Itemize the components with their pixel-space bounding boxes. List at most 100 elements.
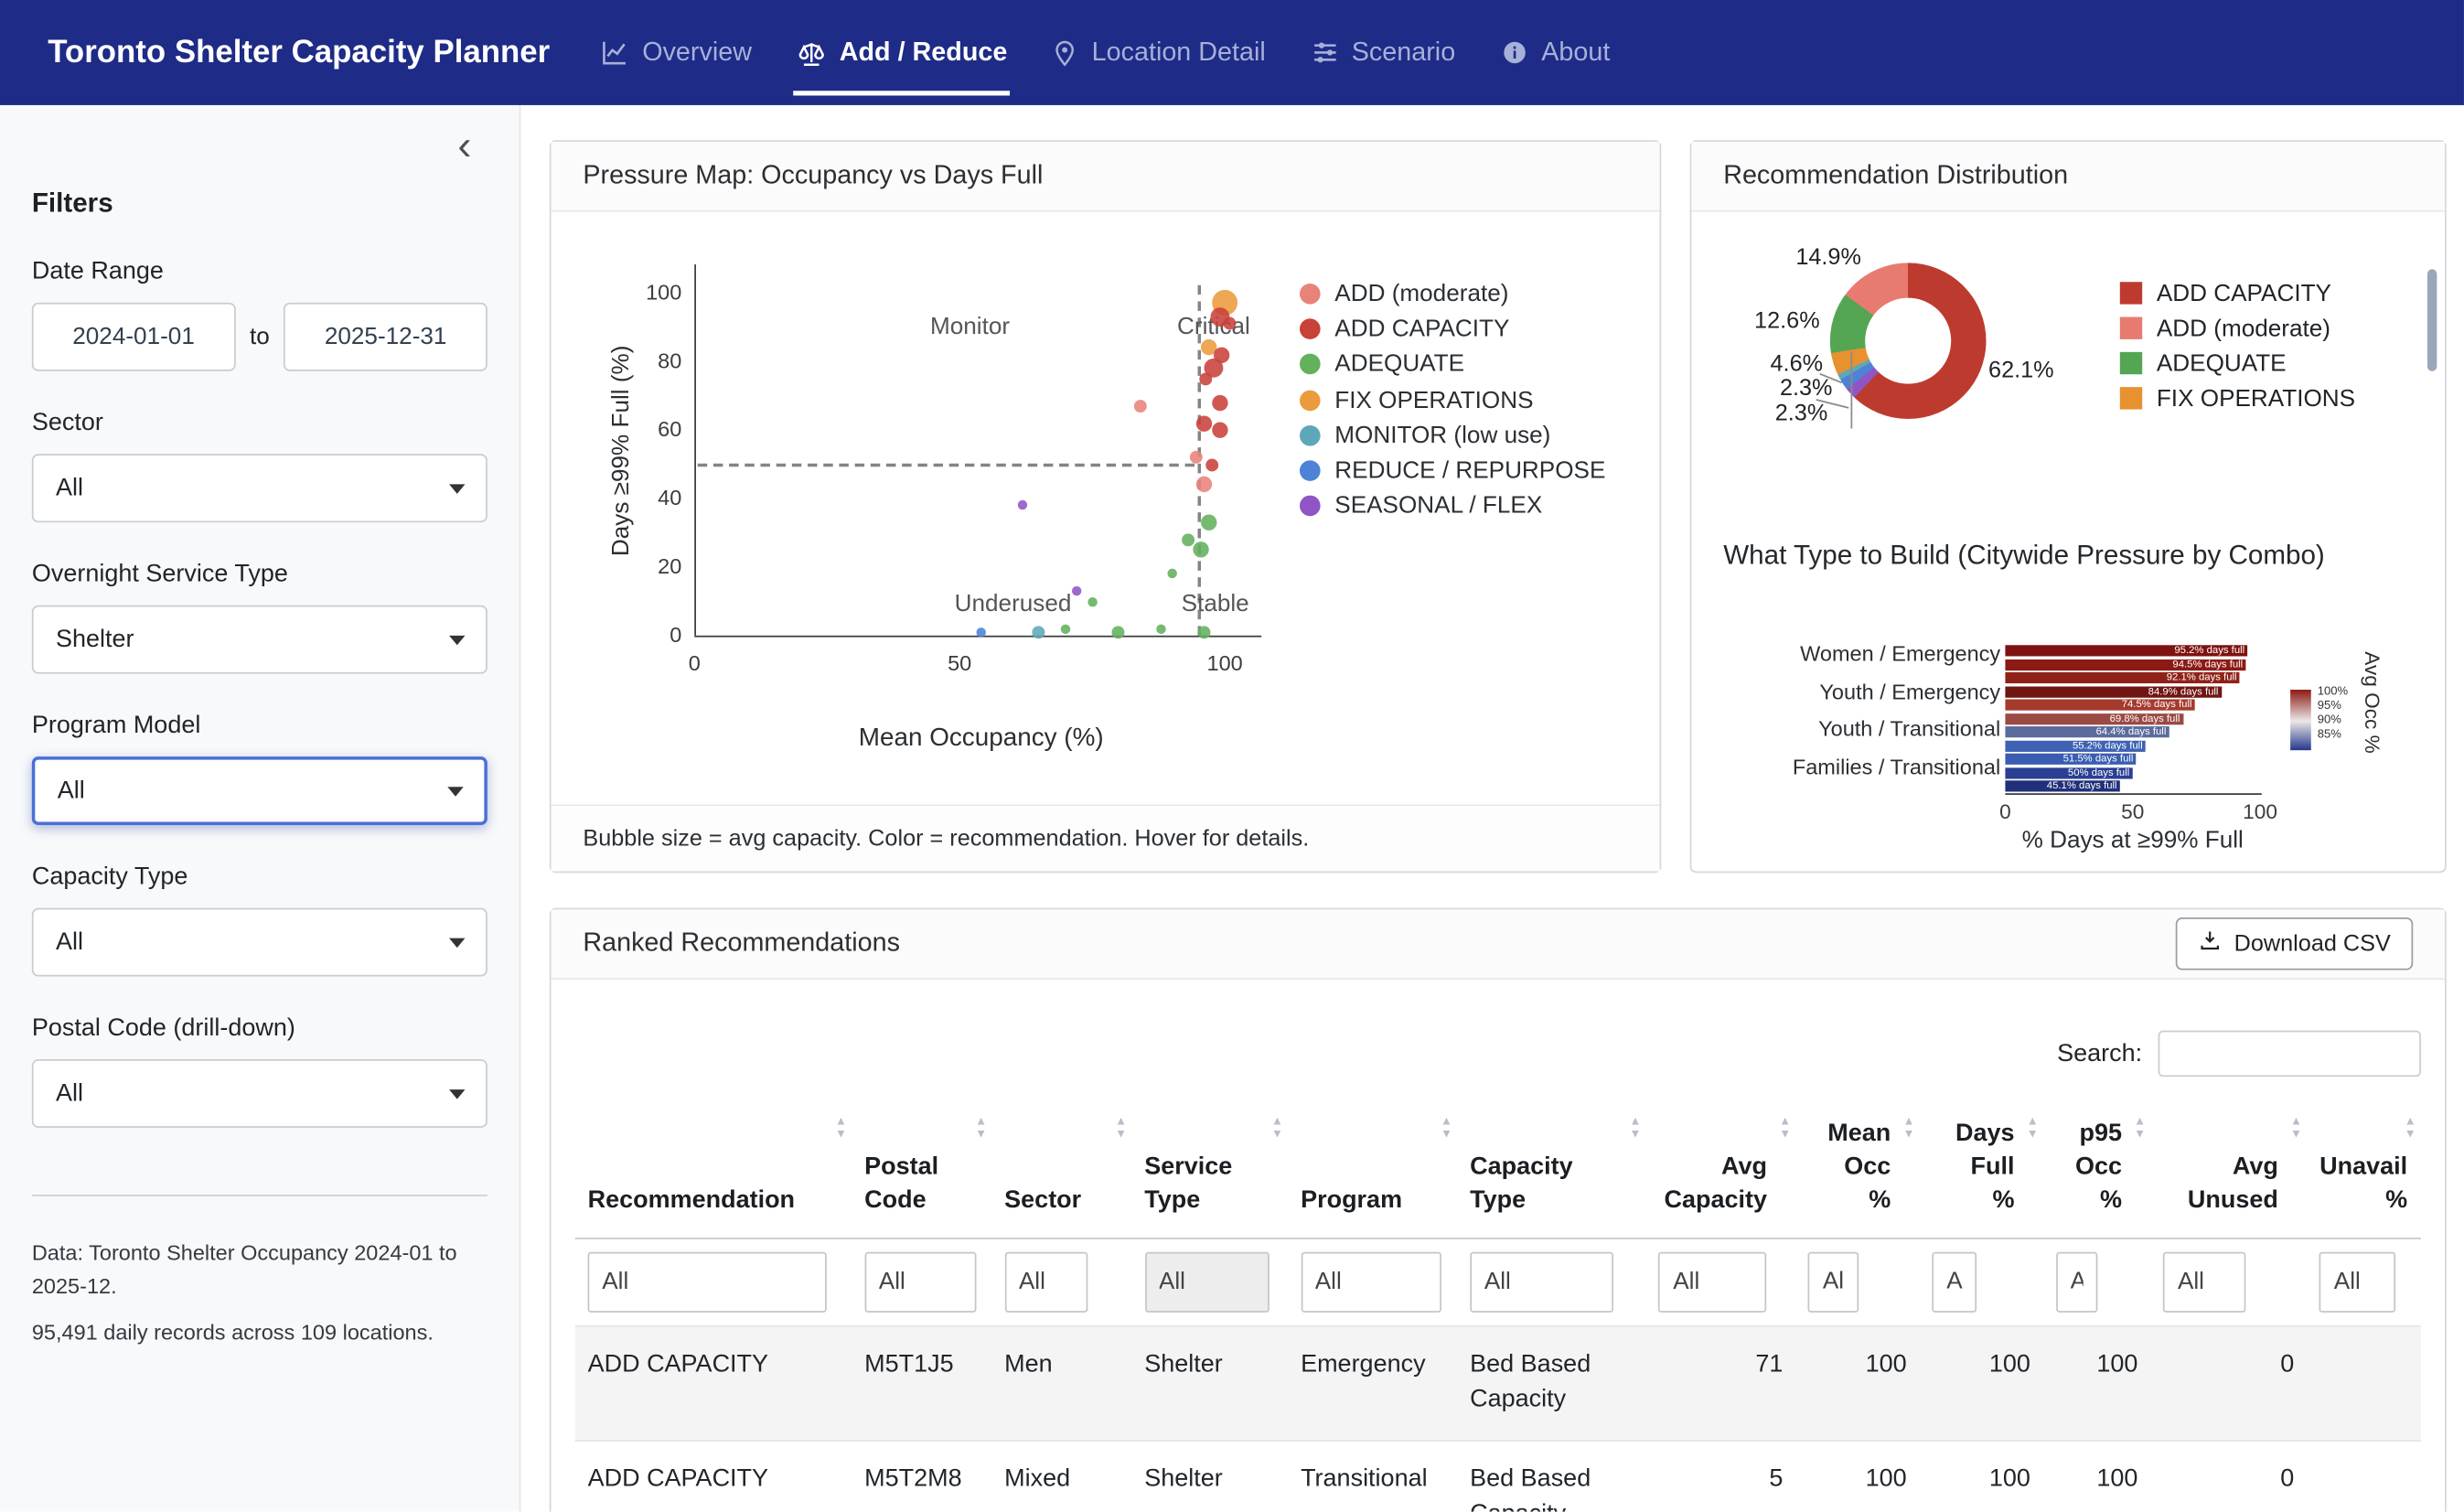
- date-start-input[interactable]: 2024-01-01: [31, 302, 236, 371]
- pressure-bar[interactable]: 95.2% days full: [2005, 645, 2248, 657]
- scatter-point[interactable]: [1156, 624, 1166, 634]
- legend-item-adequate[interactable]: ADEQUATE: [2119, 346, 2355, 381]
- legend-item-adequate[interactable]: ADEQUATE: [1299, 347, 1605, 382]
- scatter-point[interactable]: [1018, 500, 1028, 510]
- pressure-bar[interactable]: 55.2% days full: [2005, 739, 2147, 752]
- pressure-bar[interactable]: 69.8% days full: [2005, 713, 2183, 724]
- collapse-sidebar-button[interactable]: ‹: [457, 124, 471, 166]
- scatter-point[interactable]: [1199, 372, 1213, 385]
- sort-icons[interactable]: ▲ ▼: [1779, 1115, 1791, 1140]
- pressure-bar[interactable]: 64.4% days full: [2005, 726, 2169, 738]
- search-input[interactable]: [2158, 1030, 2421, 1078]
- pressure-bar[interactable]: 92.1% days full: [2005, 671, 2241, 684]
- filter-input-postal-code[interactable]: [864, 1251, 977, 1313]
- legend-item-fix-operations[interactable]: FIX OPERATIONS: [1299, 382, 1605, 418]
- column-header-avg-unused[interactable]: Avg Unused ▲ ▼: [2150, 1099, 2308, 1239]
- scatter-point[interactable]: [1201, 514, 1217, 531]
- column-header-capacity-type[interactable]: Capacity Type ▲ ▼: [1457, 1099, 1646, 1239]
- sort-icons[interactable]: ▲ ▼: [2405, 1115, 2416, 1140]
- scatter-point[interactable]: [1195, 414, 1212, 432]
- pressure-bar-chart[interactable]: 95.2% days full 94.5% days full 92.1% days…: [2005, 645, 2276, 798]
- sort-icons[interactable]: ▲ ▼: [1441, 1115, 1452, 1140]
- pressure-bar[interactable]: 45.1% days full: [2005, 780, 2121, 792]
- scatter-point[interactable]: [1071, 585, 1081, 596]
- scatter-point[interactable]: [1189, 451, 1203, 465]
- filter-input-service-type[interactable]: [1144, 1251, 1269, 1313]
- scatter-point[interactable]: [1214, 347, 1230, 363]
- date-end-input[interactable]: 2025-12-31: [284, 302, 487, 371]
- table-row[interactable]: ADD CAPACITY M5T2M8 Mixed Shelter Transition…: [574, 1440, 2421, 1512]
- sort-icons[interactable]: ▲ ▼: [1629, 1115, 1641, 1140]
- pressure-bar[interactable]: 50% days full: [2005, 767, 2133, 778]
- nav-item-add-reduce[interactable]: Add / Reduce: [774, 0, 1029, 105]
- column-header-unavail[interactable]: Unavail % ▲ ▼: [2307, 1099, 2421, 1239]
- donut-chart[interactable]: [1829, 263, 1987, 419]
- scatter-point[interactable]: [1196, 626, 1210, 639]
- scatter-point[interactable]: [1033, 626, 1046, 639]
- table-row[interactable]: ADD CAPACITY M5T1J5 Men Shelter Emergency Bed…: [574, 1325, 2421, 1442]
- pressure-bar[interactable]: 94.5% days full: [2005, 659, 2246, 670]
- scatter-point[interactable]: [1201, 339, 1217, 357]
- column-header-days-full[interactable]: Days Full % ▲ ▼: [1919, 1099, 2043, 1239]
- column-header-postal-code[interactable]: Postal Code ▲ ▼: [852, 1099, 992, 1239]
- scatter-point[interactable]: [1223, 317, 1237, 331]
- legend-item-add-capacity[interactable]: ADD CAPACITY: [2119, 275, 2355, 310]
- scatter-point[interactable]: [976, 627, 986, 638]
- sector-select[interactable]: All: [31, 454, 487, 523]
- legend-item-seasonal-flex[interactable]: SEASONAL / FLEX: [1299, 488, 1605, 524]
- pressure-bar[interactable]: 84.9% days full: [2005, 685, 2222, 697]
- legend-item-add-capacity[interactable]: ADD CAPACITY: [1299, 311, 1605, 347]
- capacity-type-select[interactable]: All: [31, 907, 487, 977]
- column-header-mean-occ[interactable]: Mean Occ % ▲ ▼: [1795, 1099, 1920, 1239]
- scatter-point[interactable]: [1133, 399, 1147, 413]
- filter-input-sector[interactable]: [1004, 1251, 1087, 1313]
- scatter-point[interactable]: [1112, 626, 1126, 639]
- sort-icons[interactable]: ▲ ▼: [1115, 1115, 1127, 1140]
- filter-input-avg-capacity[interactable]: [1658, 1251, 1768, 1313]
- legend-item-add-moderate[interactable]: ADD (moderate): [2119, 311, 2355, 346]
- filter-input-days-full[interactable]: [1932, 1251, 1977, 1313]
- nav-item-location-detail[interactable]: Location Detail: [1030, 0, 1288, 105]
- nav-item-about[interactable]: About: [1478, 0, 1633, 105]
- sort-icons[interactable]: ▲ ▼: [2290, 1115, 2302, 1140]
- scatter-point[interactable]: [1060, 624, 1071, 634]
- scatter-plot[interactable]: Days ≥99% Full (%) Mean Occupancy (%) Mo…: [552, 212, 1660, 808]
- column-header-sector[interactable]: Sector ▲ ▼: [991, 1099, 1132, 1239]
- filter-input-p95-occ[interactable]: [2055, 1251, 2098, 1313]
- pressure-bar[interactable]: 74.5% days full: [2005, 699, 2195, 711]
- column-header-recommendation[interactable]: Recommendation ▲ ▼: [574, 1099, 852, 1239]
- filter-input-recommendation[interactable]: [587, 1251, 827, 1313]
- scatter-point[interactable]: [1205, 457, 1218, 471]
- legend-item-reduce-repurpose[interactable]: REDUCE / REPURPOSE: [1299, 453, 1605, 488]
- filter-input-mean-occ[interactable]: [1808, 1251, 1860, 1313]
- sort-icons[interactable]: ▲ ▼: [975, 1115, 987, 1140]
- legend-item-monitor-low-use[interactable]: MONITOR (low use): [1299, 418, 1605, 454]
- program-model-select[interactable]: All: [31, 756, 487, 826]
- sort-icons[interactable]: ▲ ▼: [2027, 1115, 2039, 1140]
- legend-item-fix-operations[interactable]: FIX OPERATIONS: [2119, 381, 2355, 415]
- nav-item-scenario[interactable]: Scenario: [1288, 0, 1477, 105]
- sort-icons[interactable]: ▲ ▼: [1902, 1115, 1914, 1140]
- scrollbar-thumb[interactable]: [2427, 269, 2437, 371]
- column-header-avg-capacity[interactable]: Avg Capacity ▲ ▼: [1645, 1099, 1796, 1239]
- scatter-point[interactable]: [1193, 542, 1209, 558]
- scatter-point[interactable]: [1211, 422, 1228, 438]
- column-header-program[interactable]: Program ▲ ▼: [1288, 1099, 1458, 1239]
- scatter-point[interactable]: [1166, 569, 1177, 579]
- pressure-bar[interactable]: 51.5% days full: [2005, 753, 2137, 765]
- column-header-p95-occ[interactable]: p95 Occ % ▲ ▼: [2042, 1099, 2151, 1239]
- scatter-point[interactable]: [1211, 394, 1228, 411]
- filter-input-unavail[interactable]: [2319, 1251, 2396, 1313]
- sort-icons[interactable]: ▲ ▼: [835, 1115, 847, 1140]
- scatter-point[interactable]: [1195, 477, 1212, 493]
- legend-item-add-moderate[interactable]: ADD (moderate): [1299, 275, 1605, 311]
- sort-icons[interactable]: ▲ ▼: [1271, 1115, 1283, 1140]
- filter-input-avg-unused[interactable]: [2163, 1251, 2246, 1313]
- filter-input-capacity-type[interactable]: [1470, 1251, 1613, 1313]
- filter-input-program[interactable]: [1301, 1251, 1441, 1313]
- nav-item-overview[interactable]: Overview: [579, 0, 775, 105]
- postal-code-select[interactable]: All: [31, 1059, 487, 1128]
- scatter-point[interactable]: [1087, 596, 1098, 606]
- column-header-service-type[interactable]: Service Type ▲ ▼: [1131, 1099, 1289, 1239]
- scatter-point[interactable]: [1181, 533, 1195, 546]
